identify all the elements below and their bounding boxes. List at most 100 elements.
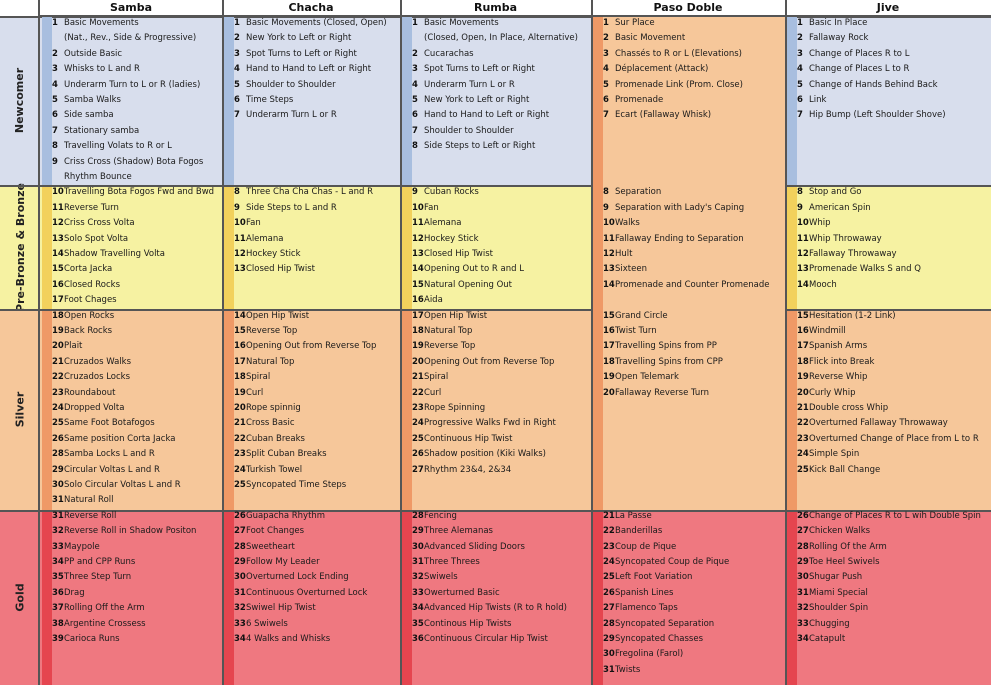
- figure-name: Open Hip Twist: [424, 310, 488, 321]
- figure-number: 13: [603, 264, 615, 275]
- figure-number: 26: [234, 510, 246, 521]
- figure-number: 8: [412, 141, 418, 152]
- figure-name: Rope spinnig: [246, 403, 301, 413]
- column-divider: [591, 0, 593, 685]
- figure-name: Syncopated Coup de Pique: [615, 557, 730, 567]
- figure-name: Whip Throwaway: [809, 233, 882, 244]
- figure-number: 4: [412, 79, 418, 90]
- figure-name: Travelling Volats to R or L: [64, 141, 172, 152]
- level-stripe: [402, 510, 412, 685]
- figure-name: Rhythm 23&4, 2&34: [424, 464, 512, 475]
- figure-number: 25: [234, 480, 246, 490]
- figure-number: 5: [234, 79, 240, 90]
- level-stripe: [224, 309, 234, 510]
- figure-number: 13: [234, 264, 246, 275]
- figure-number: 26: [412, 449, 424, 460]
- figure-name: Hockey Stick: [424, 233, 479, 244]
- figure-name: Curly Whip: [809, 387, 856, 398]
- figure-name: 4 Walks and Whisks: [246, 634, 331, 644]
- level-stripe: [402, 16, 412, 185]
- figure-name: Miami Special: [809, 587, 868, 598]
- figure-number: 24: [603, 557, 615, 567]
- figure-number: 22: [797, 418, 809, 429]
- figure-number: 17: [412, 310, 424, 321]
- figure-name: Whisks to L and R: [64, 64, 140, 75]
- figure-number: 20: [234, 403, 246, 413]
- figure-number: 2: [797, 33, 803, 44]
- figure-name: Stationary samba: [64, 125, 140, 136]
- figure-number: 36: [52, 587, 64, 598]
- figure-name: Natural Top: [246, 356, 295, 367]
- figure-number: 38: [52, 618, 64, 629]
- figure-number: 30: [412, 541, 424, 552]
- figure-number: 34: [412, 603, 424, 614]
- figure-number: 12: [234, 249, 246, 259]
- paso-stripe-mask: [593, 309, 603, 311]
- figure-name: 6 Swiwels: [246, 618, 288, 629]
- figure-number: 31: [52, 495, 64, 506]
- figure-name: Three Threes: [424, 557, 480, 567]
- figure-number: 35: [52, 572, 64, 583]
- figure-name: Solo Spot Volta: [64, 233, 129, 244]
- column-header-chacha: Chacha: [222, 0, 400, 17]
- figure-name: Reverse Top: [424, 341, 476, 352]
- figure-number: 14: [234, 310, 246, 321]
- figure-number: 31: [412, 557, 424, 567]
- figure-name: Shoulder Spin: [809, 603, 869, 614]
- figure-name: Same Foot Botafogos: [64, 418, 155, 429]
- figure-name: Whip: [809, 218, 831, 229]
- figure-number: 10: [234, 218, 246, 229]
- figure-number: 32: [412, 572, 424, 583]
- paso-divider-mask: [603, 309, 785, 311]
- figure-name: Corta Jacka: [64, 264, 113, 275]
- figure-name: Basic In Place: [809, 18, 868, 28]
- paso-stripe-mask: [593, 185, 603, 187]
- figure-number: 34: [234, 634, 246, 644]
- figure-number: 28: [234, 541, 246, 552]
- figure-name: Basic Movements (Closed, Open): [246, 18, 387, 28]
- level-band-bronze: [0, 185, 991, 309]
- figure-number: 6: [603, 95, 609, 105]
- figure-number: 2: [52, 48, 58, 59]
- figure-number: 27: [797, 526, 809, 537]
- figure-name: Open Telemark: [615, 372, 679, 383]
- figure-name: Side Steps to L and R: [246, 202, 337, 213]
- figure-number: 29: [797, 557, 809, 567]
- figure-name: Travelling Spins from PP: [615, 341, 717, 352]
- figure-number: 18: [52, 310, 64, 321]
- figure-name: Closed Hip Twist: [246, 264, 315, 275]
- level-stripe: [42, 185, 52, 309]
- figure-number: 20: [52, 341, 64, 352]
- figure-number: 8: [52, 141, 58, 152]
- figure-name: Foot Chages: [64, 295, 117, 306]
- figure-name: Shoulder to Shoulder: [424, 125, 514, 136]
- figure-number: 10: [412, 202, 424, 213]
- figure-number: 1: [412, 18, 418, 28]
- figure-name: Change of Places R to L: [809, 48, 910, 59]
- figure-name: Hip Bump (Left Shoulder Shove): [809, 110, 946, 121]
- figure-number: 15: [603, 310, 615, 321]
- figure-number: 19: [797, 372, 809, 383]
- figure-name: Time Steps: [246, 95, 294, 105]
- figure-number: 13: [412, 249, 424, 259]
- figure-number: 35: [412, 618, 424, 629]
- figure-number: 17: [603, 341, 615, 352]
- figure-name: Twist Turn: [615, 326, 657, 336]
- figure-name: New York to Left or Right: [424, 95, 530, 105]
- figure-name: Back Rocks: [64, 326, 113, 336]
- figure-number: 9: [234, 202, 240, 213]
- figure-number: 4: [603, 64, 609, 75]
- figure-number: 8: [797, 187, 803, 198]
- figure-name: Promenade Link (Prom. Close): [615, 79, 743, 90]
- figure-name: Advanced Hip Twists (R to R hold): [424, 603, 567, 614]
- figure-number: 30: [797, 572, 809, 583]
- figure-name: Shugar Push: [809, 572, 863, 583]
- figure-name: Link: [809, 95, 827, 105]
- figure-name: Split Cuban Breaks: [246, 449, 327, 460]
- figure-name: Ecart (Fallaway Whisk): [615, 110, 712, 121]
- figure-name: Coup de Pique: [615, 541, 677, 552]
- figure-number: 3: [412, 64, 418, 75]
- figure-name: Progressive Walks Fwd in Right: [424, 418, 556, 429]
- figure-number: 22: [52, 372, 64, 383]
- column-divider: [222, 0, 224, 685]
